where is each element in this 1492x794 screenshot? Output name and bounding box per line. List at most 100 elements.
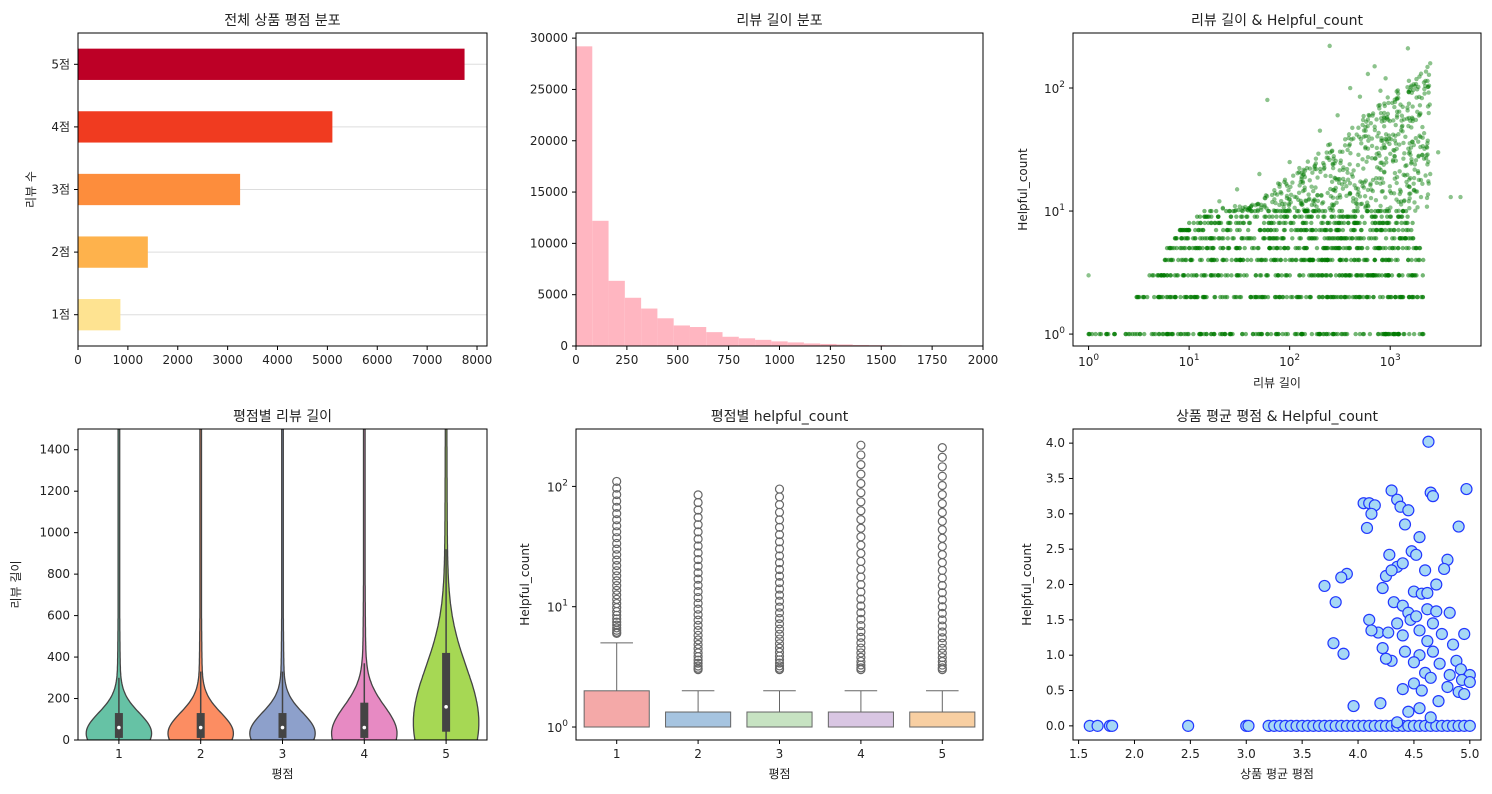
box-outlier xyxy=(937,452,947,462)
box-outlier xyxy=(774,602,785,612)
scatter-point xyxy=(1346,132,1352,137)
histogram-bar xyxy=(689,327,707,346)
scatter-point xyxy=(1226,245,1232,251)
scatter-point xyxy=(1410,116,1415,122)
scatter-point xyxy=(1408,85,1414,90)
histogram-bar xyxy=(641,308,658,346)
scatter-point xyxy=(1357,94,1363,99)
scatter-point xyxy=(1312,197,1317,202)
tick-base: 10 xyxy=(1078,355,1093,369)
scatter-point xyxy=(1426,110,1431,116)
scatter-point xyxy=(1355,192,1360,197)
box-outlier xyxy=(937,638,947,648)
scatter-point xyxy=(1339,208,1345,214)
scatter-point xyxy=(1413,208,1418,213)
histogram-bar xyxy=(755,339,772,346)
scatter-point xyxy=(1340,214,1346,219)
scatter-point xyxy=(1336,180,1342,186)
scatter-point xyxy=(1134,294,1140,300)
chart-title: 리뷰 길이 분포 xyxy=(736,13,822,29)
scatter-point xyxy=(1333,158,1338,164)
scatter-point xyxy=(1333,273,1339,278)
scatter-point xyxy=(1433,657,1446,670)
scatter-point xyxy=(1239,236,1244,241)
scatter-point xyxy=(1419,564,1432,577)
scatter-point xyxy=(1209,220,1214,226)
scatter-point xyxy=(1405,46,1411,51)
box-outlier xyxy=(937,595,947,605)
scatter-point xyxy=(1392,104,1397,110)
scatter-point xyxy=(1351,168,1356,173)
scatter-point xyxy=(1411,87,1416,93)
scatter-point xyxy=(1292,194,1297,199)
scatter-point xyxy=(1415,294,1420,300)
scatter-point xyxy=(1398,189,1404,194)
scatter-point xyxy=(1284,183,1290,189)
scatter-point xyxy=(1386,208,1392,214)
scatter-point xyxy=(1201,294,1206,300)
scatter-point xyxy=(1353,220,1358,226)
scatter-point xyxy=(1423,156,1429,161)
scatter-point xyxy=(1383,548,1396,561)
scatter-point xyxy=(1353,201,1359,206)
scatter-point xyxy=(1165,331,1170,337)
scatter-point xyxy=(1394,96,1399,101)
scatter-point xyxy=(1137,331,1143,337)
scatter-point xyxy=(1353,331,1358,337)
scatter-point xyxy=(1339,220,1344,226)
scatter-point xyxy=(1356,125,1361,130)
x-tick-label: 1000 xyxy=(113,353,144,367)
scatter-point xyxy=(1411,331,1417,337)
scatter-point xyxy=(1245,207,1250,213)
scatter-point xyxy=(1377,176,1382,181)
scatter-point xyxy=(1299,202,1305,208)
scatter-point xyxy=(1379,160,1384,165)
y-tick-label: 800 xyxy=(47,567,70,581)
scatter-point xyxy=(1410,139,1415,145)
scatter-point xyxy=(1402,220,1408,226)
box-outlier xyxy=(937,588,947,598)
scatter-point xyxy=(1259,294,1264,300)
box-4 xyxy=(827,711,894,728)
scatter-point xyxy=(1372,245,1377,251)
scatter-point xyxy=(1406,101,1412,106)
scatter-point xyxy=(1386,100,1391,106)
scatter-point xyxy=(1265,97,1270,103)
scatter-point xyxy=(1400,123,1405,129)
scatter-point xyxy=(1327,220,1332,226)
scatter-point xyxy=(1398,518,1412,531)
box-outlier xyxy=(693,658,703,668)
scatter-point xyxy=(1248,257,1254,263)
scatter-point xyxy=(1419,294,1424,300)
scatter-point xyxy=(1322,208,1328,214)
scatter-point xyxy=(1420,124,1425,130)
scatter-point xyxy=(1224,208,1229,214)
scatter-point xyxy=(1406,90,1412,95)
scatter-point xyxy=(1394,174,1400,180)
tick-exponent: 1 xyxy=(562,599,568,609)
scatter-point xyxy=(1332,220,1337,226)
scatter-point xyxy=(1240,208,1245,214)
chart-title: 전체 상품 평점 분포 xyxy=(224,13,341,29)
scatter-point xyxy=(1364,119,1369,124)
box-outlier xyxy=(856,564,866,574)
scatter-point xyxy=(1385,564,1398,577)
scatter-point xyxy=(1385,111,1391,117)
scatter-point xyxy=(1281,227,1287,233)
scatter-point xyxy=(1245,257,1250,263)
scatter-point xyxy=(1407,331,1412,337)
scatter-point xyxy=(1192,236,1198,241)
box-outlier xyxy=(612,566,622,576)
scatter-point xyxy=(1406,151,1412,156)
scatter-point xyxy=(1349,137,1354,142)
scatter-point xyxy=(1416,257,1421,263)
scatter-point xyxy=(1421,586,1434,600)
scatter-point xyxy=(1111,331,1117,337)
scatter-point xyxy=(1328,173,1333,179)
violin-1 xyxy=(85,429,153,740)
scatter-point xyxy=(1242,245,1247,251)
scatter-point xyxy=(1262,204,1267,209)
scatter-point xyxy=(1327,157,1332,163)
scatter-point xyxy=(1380,220,1385,226)
plot-frame xyxy=(1072,428,1482,741)
